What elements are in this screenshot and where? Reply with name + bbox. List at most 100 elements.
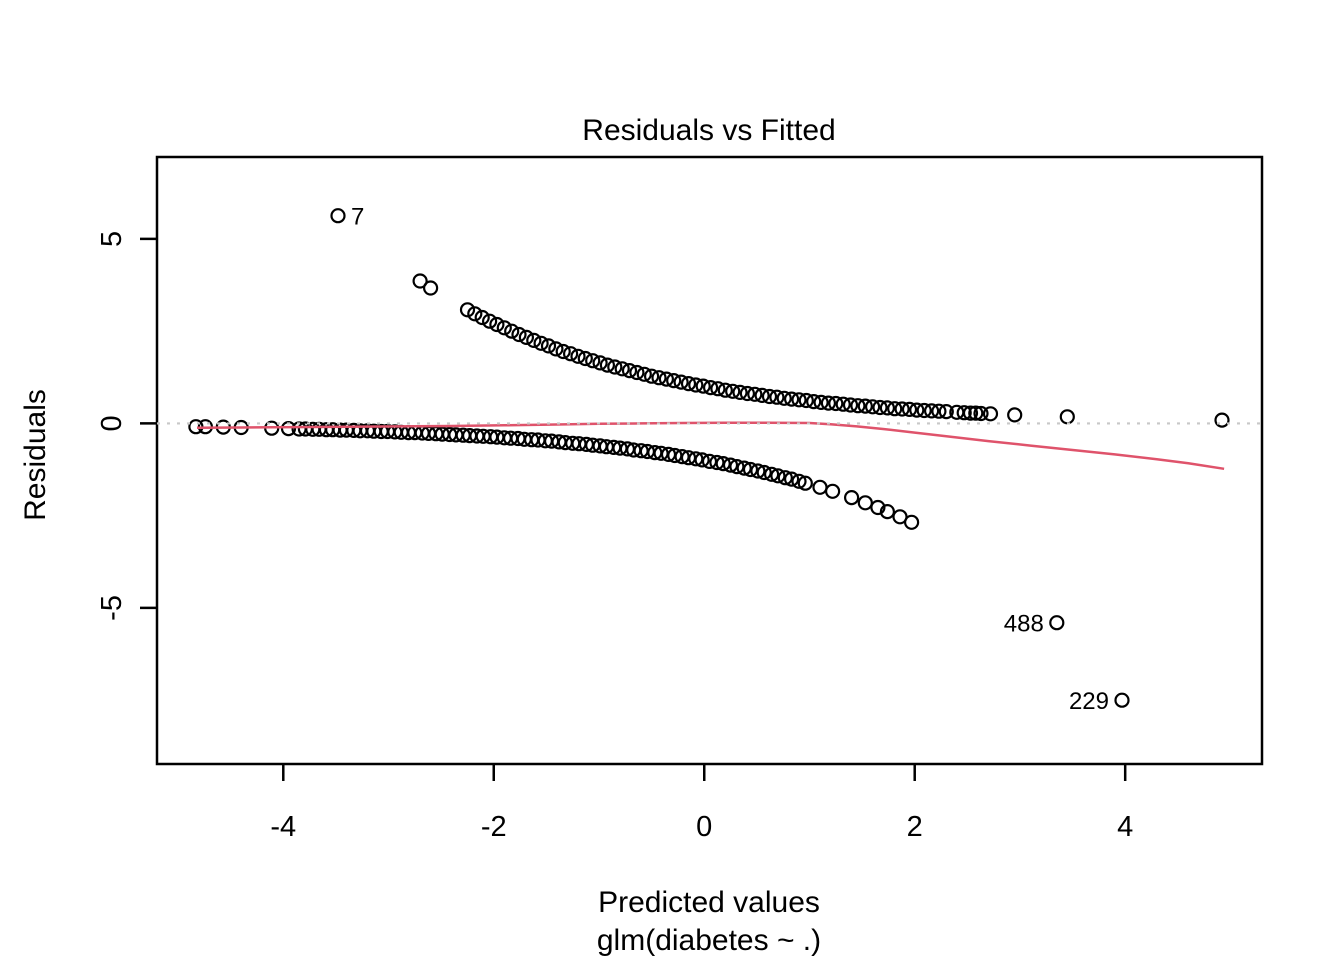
plot-content: -4 -2 0 2 4 5 0 -5 7 488 229 — [96, 204, 1262, 843]
data-point — [518, 329, 535, 345]
data-point — [1007, 407, 1023, 423]
data-point — [570, 348, 586, 364]
data-point — [548, 341, 564, 357]
data-point — [901, 401, 918, 417]
data-point — [798, 392, 814, 409]
data-point — [756, 464, 772, 481]
data-point — [857, 398, 873, 414]
data-point — [742, 461, 759, 478]
data-point — [956, 405, 972, 421]
data-point — [577, 350, 593, 367]
x-tick-label: 0 — [696, 811, 712, 843]
data-point — [1059, 409, 1075, 425]
data-point — [842, 397, 859, 413]
data-point — [504, 323, 520, 339]
data-point — [702, 380, 719, 396]
data-point — [887, 401, 903, 417]
labeled-data-point — [330, 208, 346, 224]
data-point — [783, 471, 800, 487]
data-point — [715, 456, 731, 472]
plot-box — [155, 155, 1264, 766]
data-point — [763, 466, 780, 482]
data-point — [474, 309, 490, 326]
data-point — [555, 343, 571, 360]
data-point — [1214, 412, 1230, 428]
data-point — [695, 378, 711, 394]
x-tick-label: 2 — [907, 811, 923, 843]
data-point — [812, 479, 828, 495]
data-point — [761, 388, 778, 405]
data-point — [973, 405, 989, 422]
data-point — [412, 273, 428, 289]
data-point — [824, 483, 841, 499]
data-point — [864, 399, 881, 415]
data-point — [806, 394, 822, 410]
x-tick-label: -4 — [270, 811, 296, 843]
data-point — [280, 421, 297, 437]
data-point — [894, 401, 910, 417]
data-point — [843, 490, 860, 506]
chart-title: Residuals vs Fitted — [582, 114, 835, 147]
data-point — [526, 332, 542, 348]
data-point — [592, 355, 608, 371]
data-point — [680, 376, 697, 392]
data-point — [916, 402, 932, 419]
data-point — [725, 383, 741, 399]
data-point — [658, 371, 675, 387]
data-point — [423, 280, 439, 296]
data-point — [783, 391, 800, 407]
data-point — [879, 504, 896, 520]
x-tick-label: 4 — [1117, 811, 1133, 843]
point-id-label: 229 — [1069, 688, 1109, 715]
data-point — [688, 451, 704, 467]
y-tick-label: 0 — [96, 415, 128, 431]
data-point — [857, 495, 873, 511]
data-point — [621, 363, 638, 379]
y-tick-label: -5 — [96, 595, 128, 621]
data-point — [651, 370, 667, 386]
x-axis-sublabel: glm(diabetes ~ .) — [597, 924, 821, 957]
y-tick-label: 5 — [96, 231, 128, 247]
data-point — [562, 346, 579, 362]
data-point — [828, 395, 844, 412]
y-axis-label: Residuals — [19, 389, 52, 521]
data-point — [747, 386, 763, 402]
data-point — [533, 335, 549, 351]
data-point — [903, 514, 920, 530]
data-point — [870, 499, 886, 516]
data-point — [968, 405, 984, 421]
data-point — [813, 394, 829, 410]
data-point — [459, 302, 476, 318]
data-point — [938, 404, 954, 420]
data-point — [496, 320, 512, 336]
labeled-data-point — [1049, 615, 1065, 631]
data-point — [739, 385, 756, 402]
data-point — [489, 316, 505, 333]
data-point — [636, 366, 652, 382]
data-point — [467, 306, 483, 322]
data-point — [540, 338, 557, 354]
data-point — [643, 368, 660, 384]
data-point — [732, 384, 748, 400]
data-point — [599, 357, 616, 373]
point-id-label: 7 — [351, 204, 364, 231]
data-point — [769, 389, 785, 405]
data-point — [585, 353, 601, 369]
data-point — [614, 361, 630, 377]
data-point — [482, 313, 498, 329]
data-point — [797, 475, 813, 491]
data-point — [722, 457, 739, 473]
data-point — [776, 390, 792, 406]
data-point — [820, 395, 837, 411]
data-point — [850, 398, 866, 414]
data-point — [879, 400, 896, 416]
labeled-data-point — [1114, 692, 1130, 708]
data-point — [872, 399, 888, 416]
x-axis-label: Predicted values — [598, 886, 820, 919]
data-point — [923, 403, 940, 419]
data-point — [909, 402, 925, 418]
data-point — [729, 459, 745, 475]
data-point — [666, 373, 682, 389]
data-point — [754, 387, 770, 403]
data-point — [835, 396, 851, 412]
